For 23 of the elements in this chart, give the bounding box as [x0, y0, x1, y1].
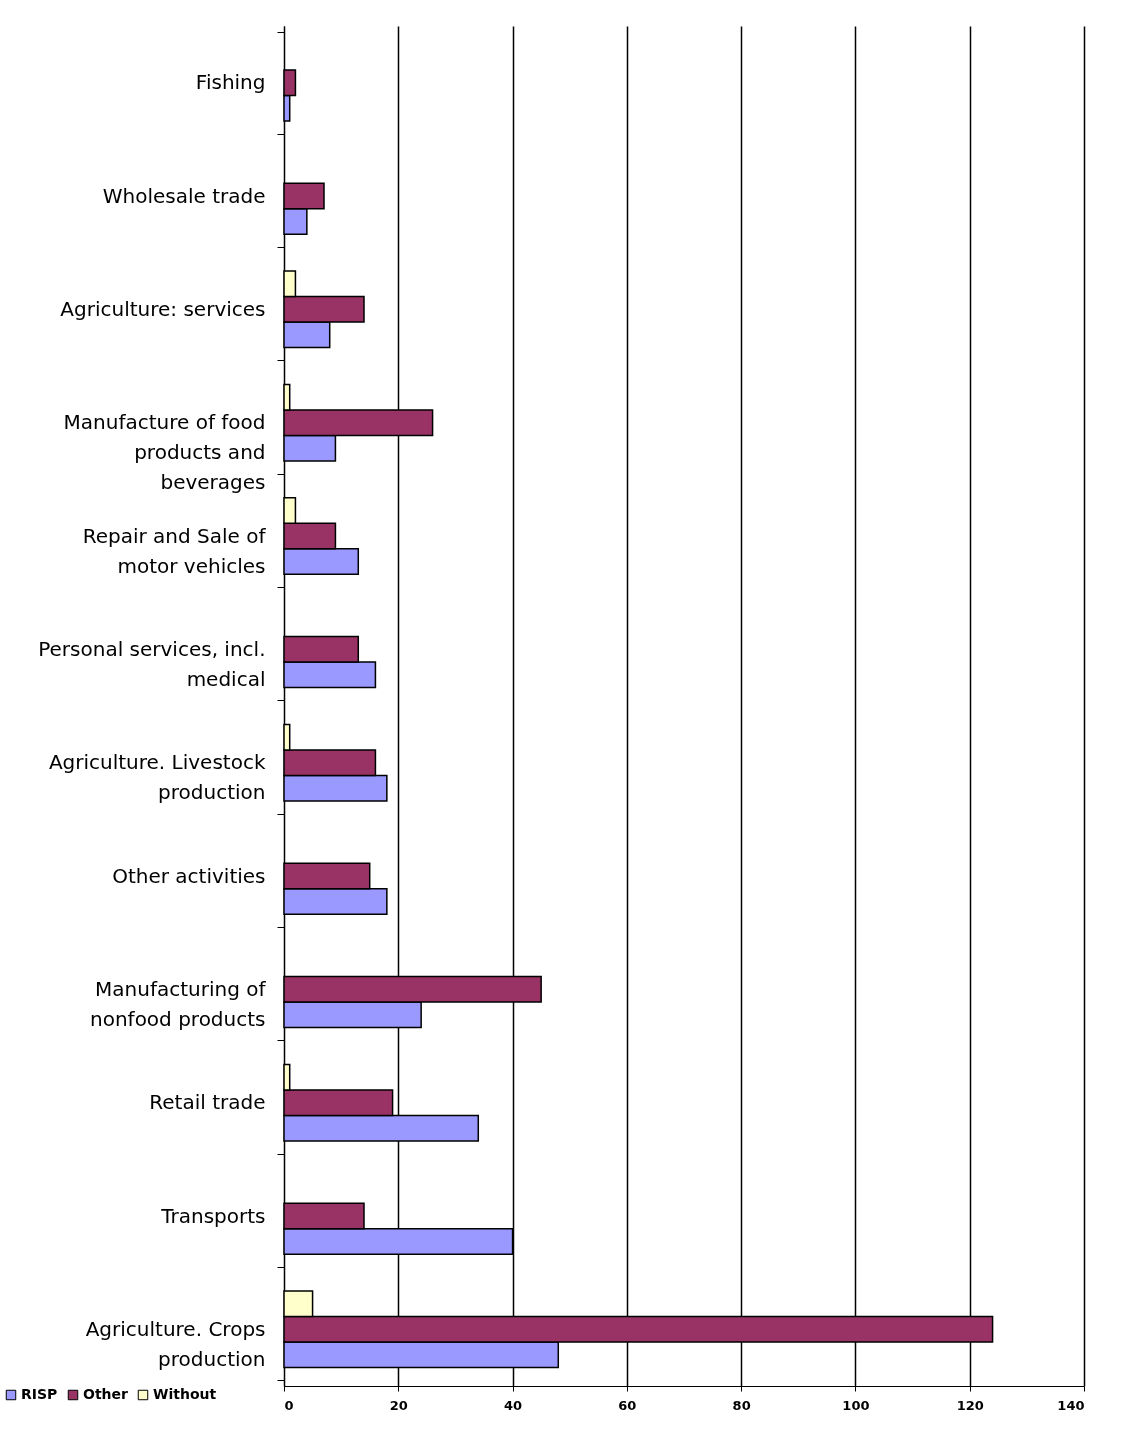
x-tick-label: 60 — [618, 1397, 637, 1413]
y-tick-label: Agriculture. Livestock production — [48, 750, 266, 805]
y-tick-label: Repair and Sale of motor vehicles — [82, 523, 267, 578]
x-tick-label: 20 — [389, 1397, 408, 1413]
legend-label: Other — [83, 1386, 129, 1402]
y-tick-label: Fishing — [195, 70, 266, 95]
y-tick-label: Agriculture: services — [60, 296, 266, 321]
y-tick-label: Retail trade — [149, 1090, 266, 1115]
x-tick-label: 140 — [1057, 1397, 1085, 1413]
y-tick-label: Agriculture. Crops production — [85, 1316, 266, 1371]
y-tick-label: Manufacturing of nonfood products — [90, 976, 267, 1031]
x-tick-label: 40 — [504, 1397, 523, 1413]
y-tick-label: Transports — [160, 1203, 266, 1228]
legend-label: Without — [153, 1386, 217, 1402]
x-tick-label: 120 — [956, 1397, 984, 1413]
x-tick-label: 100 — [842, 1397, 870, 1413]
y-tick-label: Wholesale trade — [102, 183, 266, 208]
x-tick-label: 0 — [284, 1397, 294, 1413]
x-tick-label: 80 — [732, 1397, 751, 1413]
y-tick-label: Manufacture of food products and beverages — [63, 410, 266, 495]
y-tick-label: Other activities — [112, 863, 266, 888]
legend-label: RISP — [21, 1386, 58, 1402]
y-tick-label: Personal services, incl. medical — [38, 636, 266, 691]
